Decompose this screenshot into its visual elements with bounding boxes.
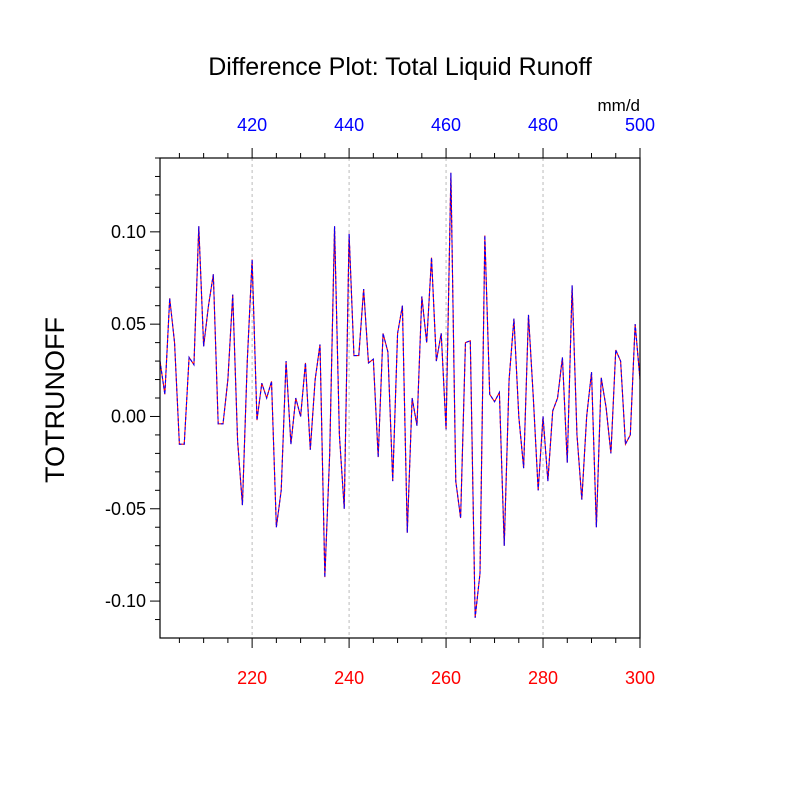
y-axis-label: TOTRUNOFF [40, 317, 70, 483]
series-line-blue [159, 172, 641, 618]
top-x-tick-label: 420 [237, 115, 267, 135]
plot-frame [159, 157, 641, 639]
y-tick-label: -0.05 [105, 499, 146, 519]
series-line-red [159, 172, 641, 618]
series-group [159, 172, 641, 618]
y-tick-label: 0.00 [111, 406, 146, 426]
top-x-tick-label: 480 [528, 115, 558, 135]
bottom-x-tick-label: 240 [334, 668, 364, 688]
y-tick-labels: 0.10 0.05 0.00 -0.05 -0.10 [105, 222, 146, 611]
top-x-tick-label: 440 [334, 115, 364, 135]
units-label: mm/d [598, 96, 641, 115]
bottom-x-tick-labels: 220 240 260 280 300 [237, 668, 655, 688]
bottom-x-tick-label: 300 [625, 668, 655, 688]
chart-title: Difference Plot: Total Liquid Runoff [208, 53, 592, 81]
y-tick-label: 0.05 [111, 314, 146, 334]
y-tick-label: 0.10 [111, 222, 146, 242]
top-x-tick-labels: 420 440 460 480 500 [237, 115, 655, 135]
y-tick-label: -0.10 [105, 591, 146, 611]
bottom-x-tick-label: 260 [431, 668, 461, 688]
top-x-tick-label: 500 [625, 115, 655, 135]
tick-marks [150, 148, 641, 648]
bottom-x-tick-label: 220 [237, 668, 267, 688]
bottom-x-tick-label: 280 [528, 668, 558, 688]
top-x-tick-label: 460 [431, 115, 461, 135]
